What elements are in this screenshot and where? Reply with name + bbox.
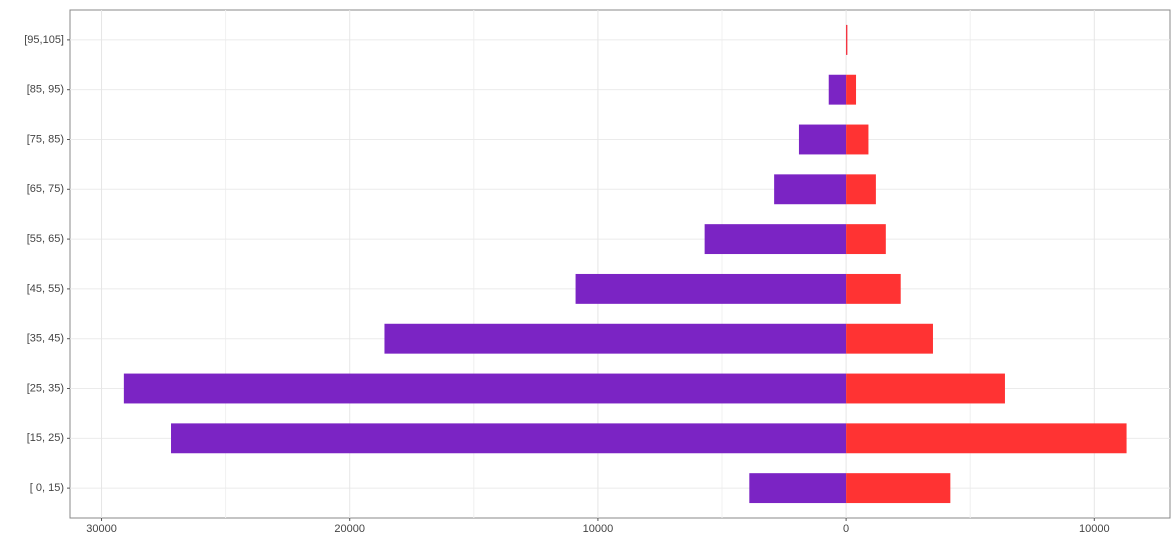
bar xyxy=(828,74,847,105)
bar xyxy=(846,423,1127,454)
y-tick-label: [45, 55) xyxy=(27,283,64,295)
bar xyxy=(846,224,886,255)
bar xyxy=(704,224,847,255)
y-tick-label: [25, 35) xyxy=(27,382,64,394)
y-tick-label: [85, 95) xyxy=(27,84,64,96)
y-tick-label: [35, 45) xyxy=(27,333,64,345)
x-tick-label: 10000 xyxy=(583,523,614,535)
bar xyxy=(749,473,847,504)
bar xyxy=(846,373,1005,404)
y-tick-label: [95,105] xyxy=(24,34,64,46)
y-tick-label: [55, 65) xyxy=(27,233,64,245)
bar xyxy=(384,323,847,354)
y-tick-label: [65, 75) xyxy=(27,183,64,195)
bar xyxy=(846,323,933,354)
y-tick-label: [75, 85) xyxy=(27,133,64,145)
y-tick-label: [ 0, 15) xyxy=(30,482,64,494)
bar xyxy=(123,373,847,404)
y-tick-label: [15, 25) xyxy=(27,432,64,444)
x-tick-label: 10000 xyxy=(1079,523,1110,535)
bar xyxy=(575,273,847,304)
x-tick-label: 30000 xyxy=(86,523,117,535)
x-tick-label: 20000 xyxy=(334,523,365,535)
bar xyxy=(846,24,848,55)
bar xyxy=(846,74,857,105)
bar xyxy=(774,174,847,205)
bar xyxy=(798,124,847,155)
bar xyxy=(846,174,876,205)
x-tick-label: 0 xyxy=(843,523,849,535)
bar xyxy=(846,124,869,155)
bar xyxy=(846,273,901,304)
bar xyxy=(171,423,847,454)
bar xyxy=(846,473,951,504)
